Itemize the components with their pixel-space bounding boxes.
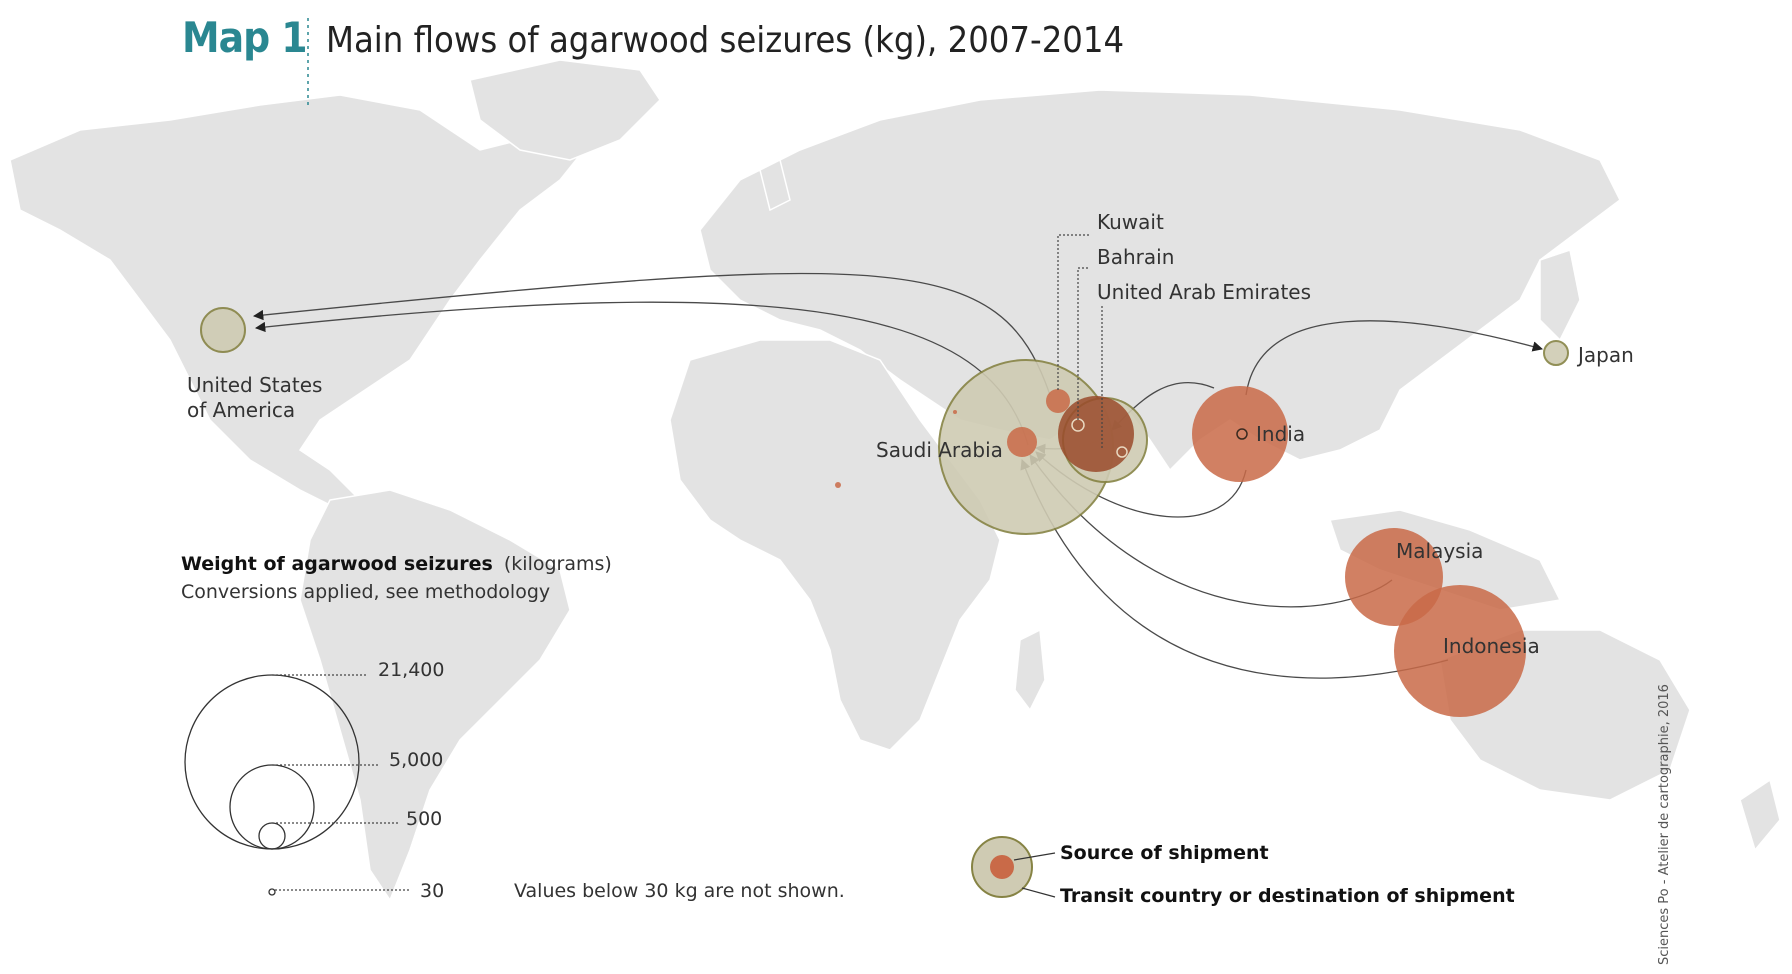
uae-label: United Arab Emirates <box>1097 280 1311 304</box>
indonesia-circle <box>1394 585 1526 717</box>
flow-india-to-japan <box>1245 320 1544 396</box>
legend-size-500: 500 <box>406 808 442 830</box>
kuwait-label: Kuwait <box>1097 210 1164 234</box>
legend-size-30: 30 <box>420 880 444 902</box>
south-america-land <box>299 489 571 902</box>
greenland-land <box>469 59 661 161</box>
legend-size-5000: 5,000 <box>389 749 443 771</box>
north-america-land <box>9 94 602 511</box>
legend-source-pointer <box>1013 852 1056 861</box>
bahrain-label: Bahrain <box>1097 245 1174 269</box>
place-labels: United States of America Saudi Arabia Ku… <box>187 210 1634 658</box>
japan-circle <box>1543 340 1569 366</box>
usa-label-line2: of America <box>187 398 295 422</box>
bahrain-leader <box>1077 267 1090 420</box>
india-label: India <box>1256 422 1305 446</box>
legend-heading-bold: Weight of agarwood seizures <box>181 553 493 575</box>
usa-circle <box>200 307 246 353</box>
legend-transit-label: Transit country or destination of shipme… <box>1060 885 1515 907</box>
niger-dot <box>835 482 841 488</box>
kuwait-circle <box>1046 389 1070 413</box>
oman-circle <box>1116 446 1128 458</box>
new-zealand-land <box>1739 778 1781 852</box>
legend-circle-500 <box>258 822 286 850</box>
land-masses <box>9 59 1781 902</box>
india-dest-circle <box>1236 428 1248 440</box>
legend-source-label: Source of shipment <box>1060 842 1269 864</box>
madagascar-land <box>1014 628 1046 712</box>
legend-subheading: Conversions applied, see methodology <box>181 581 550 603</box>
legend-circle-30 <box>268 888 276 896</box>
legend-note: Values below 30 kg are not shown. <box>514 880 845 902</box>
legend-heading-unit: (kilograms) <box>504 553 612 575</box>
saudi-arabia-label: Saudi Arabia <box>876 438 1003 462</box>
saudi-source-circle <box>1007 427 1037 457</box>
legend-size-21400: 21,400 <box>378 659 444 681</box>
size-legend: Weight of agarwood seizures (kilograms) … <box>181 553 845 902</box>
africa-land <box>669 339 1001 751</box>
legend-heading: Weight of agarwood seizures (kilograms) <box>181 553 612 575</box>
legend-transit-pointer <box>1021 887 1056 898</box>
map-title: Main flows of agarwood seizures (kg), 20… <box>326 20 1124 61</box>
flow-indonesia-to-saudi <box>1020 459 1449 679</box>
uae-source-circle <box>1058 396 1134 472</box>
flow-kuwait-to-usa <box>252 272 1051 396</box>
japan-land <box>1539 249 1581 342</box>
malaysia-label: Malaysia <box>1396 539 1483 563</box>
europe-asia-land <box>699 89 1621 472</box>
legend-circle-5000 <box>229 764 315 850</box>
map-label: Map 1 <box>182 13 307 62</box>
type-legend: Source of shipment Transit country or de… <box>971 836 1515 907</box>
kuwait-leader <box>1057 234 1090 390</box>
usa-label-line1: United States <box>187 373 322 397</box>
indonesia-label: Indonesia <box>1443 634 1540 658</box>
egypt-dot <box>953 410 957 414</box>
title-block: Map 1 Main flows of agarwood seizures (k… <box>182 13 1124 106</box>
uk-land <box>759 158 791 212</box>
legend-source-symbol <box>990 855 1014 879</box>
seizure-circles <box>200 307 1569 717</box>
japan-label: Japan <box>1576 343 1634 367</box>
india-circle <box>1192 386 1288 482</box>
credit-text: Sciences Po - Atelier de cartographie, 2… <box>1657 684 1672 965</box>
leader-lines <box>1057 234 1103 448</box>
